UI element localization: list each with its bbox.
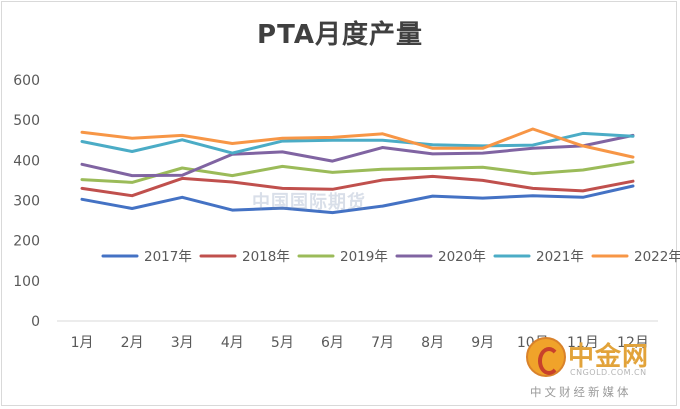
x-tick-label: 5月 <box>271 335 294 351</box>
x-tick-label: 8月 <box>421 335 444 351</box>
series-line <box>80 127 635 159</box>
y-tick-label: 500 <box>13 113 40 129</box>
brand-name: 中金网 <box>568 342 650 372</box>
x-tick-label: 7月 <box>371 335 394 351</box>
series-line <box>80 131 635 155</box>
brand-url: CNGOLD.COM.CN <box>570 368 647 377</box>
x-tick-label: 11月 <box>567 335 599 351</box>
legend-label: 2019年 <box>340 249 388 265</box>
series-line <box>80 174 635 198</box>
brand-tagline: 中文财经新媒体 <box>530 385 632 399</box>
y-tick-label: 600 <box>13 73 40 89</box>
x-tick-label: 4月 <box>221 335 244 351</box>
legend-label: 2020年 <box>438 249 486 265</box>
x-tick-label: 3月 <box>171 335 194 351</box>
x-tick-label: 12月 <box>617 335 649 351</box>
series-line <box>80 160 635 184</box>
x-tick-label: 1月 <box>71 335 94 351</box>
series-line <box>80 184 635 215</box>
y-tick-label: 0 <box>31 314 40 330</box>
x-tick-label: 2月 <box>121 335 144 351</box>
y-tick-label: 200 <box>13 234 40 250</box>
legend-label: 2021年 <box>536 249 584 265</box>
legend-label: 2017年 <box>144 249 192 265</box>
legend-label: 2018年 <box>242 249 290 265</box>
y-tick-label: 100 <box>13 274 40 290</box>
y-tick-label: 300 <box>13 194 40 210</box>
legend-label: 2022年 <box>634 249 680 265</box>
y-tick-label: 400 <box>13 153 40 169</box>
logo-icon <box>526 337 566 377</box>
series-line <box>80 133 635 178</box>
watermark-text: 中国国际期货 <box>252 192 366 213</box>
x-tick-label: 6月 <box>321 335 344 351</box>
chart-title: PTA月度产量 <box>257 20 423 50</box>
x-tick-label: 9月 <box>471 335 494 351</box>
